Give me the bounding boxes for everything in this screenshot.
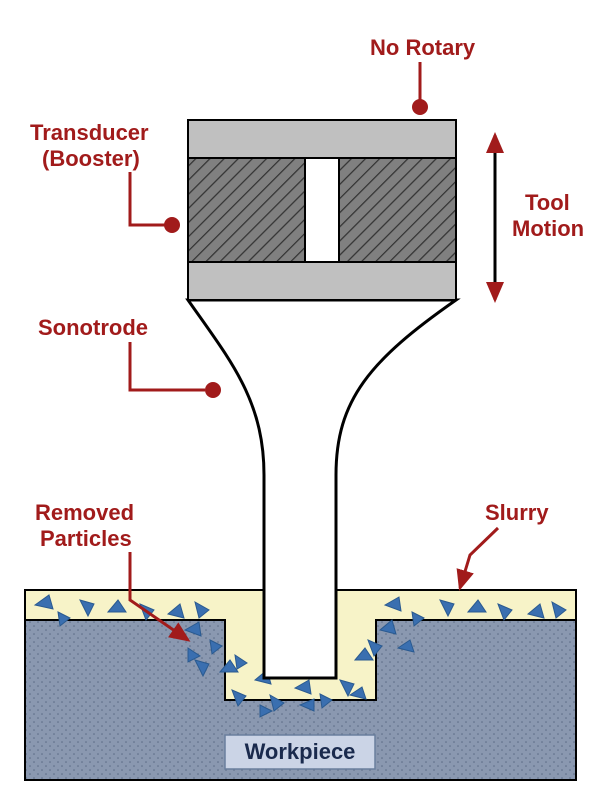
label-no-rotary: No Rotary — [370, 35, 476, 115]
svg-text:Motion: Motion — [512, 216, 584, 241]
svg-text:Sonotrode: Sonotrode — [38, 315, 148, 340]
svg-text:Transducer: Transducer — [30, 120, 149, 145]
label-sonotrode: Sonotrode — [38, 315, 221, 398]
transducer — [188, 120, 456, 300]
label-tool-motion: Tool Motion — [512, 190, 584, 241]
svg-text:No Rotary: No Rotary — [370, 35, 476, 60]
svg-text:Slurry: Slurry — [485, 500, 549, 525]
label-slurry: Slurry — [460, 500, 549, 588]
svg-text:(Booster): (Booster) — [42, 146, 140, 171]
svg-text:Workpiece: Workpiece — [245, 739, 356, 764]
label-transducer: Transducer (Booster) — [30, 120, 180, 233]
svg-text:Removed: Removed — [35, 500, 134, 525]
label-workpiece: Workpiece — [225, 735, 375, 769]
svg-text:Particles: Particles — [40, 526, 132, 551]
diagram-svg: No Rotary Transducer (Booster) Tool Moti… — [0, 0, 601, 795]
svg-text:Tool: Tool — [525, 190, 570, 215]
